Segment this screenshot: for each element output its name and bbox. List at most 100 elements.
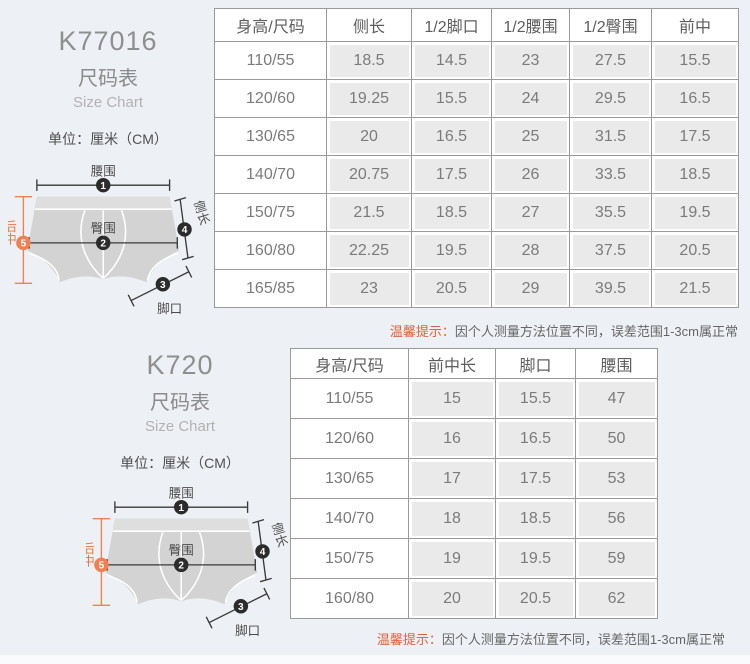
value-cell: 15.5 — [495, 378, 576, 419]
value-cell: 19.25 — [326, 79, 412, 118]
value-cell: 20.5 — [495, 578, 576, 619]
badge-3-icon — [233, 599, 249, 614]
svg-text:5: 5 — [99, 561, 105, 572]
product-code: K77016 — [58, 26, 158, 56]
value-cell: 20.5 — [411, 269, 492, 308]
value-cell: 62 — [575, 578, 658, 619]
svg-text:2: 2 — [178, 561, 184, 572]
col-header: 身高/尺码 — [214, 8, 327, 42]
badge-2-icon — [96, 235, 111, 251]
value-cell: 39.5 — [569, 269, 652, 308]
badge-5-icon — [16, 235, 31, 251]
table-row: 120/60 19.25 15.5 24 29.5 16.5 — [214, 79, 739, 118]
warm-tip: 温馨提示：因个人测量方法位置不同，误差范围1-3cm属正常 — [377, 629, 725, 648]
value-cell: 26 — [491, 155, 570, 194]
badge-4-icon — [255, 544, 270, 559]
footer-strip — [0, 655, 750, 664]
warm-tip-text: 因个人测量方法位置不同，误差范围1-3cm属正常 — [454, 324, 738, 339]
hip-label: 臀围 — [91, 221, 116, 235]
table-row: 130/65 17 17.5 53 — [290, 458, 658, 499]
size-cell: 150/75 — [290, 538, 409, 579]
value-cell: 17.5 — [495, 458, 576, 499]
back-center-label: 后中 — [86, 542, 94, 567]
value-cell: 17.5 — [411, 155, 492, 194]
value-cell: 18.5 — [411, 193, 492, 232]
section1-title-block: K77016 尺码表 Size Chart 单位：厘米（CM） — [18, 26, 198, 149]
waist-label: 腰围 — [91, 165, 116, 179]
svg-text:1: 1 — [178, 503, 184, 514]
warm-tip-text: 因个人测量方法位置不同，误差范围1-3cm属正常 — [441, 632, 725, 647]
table-header-row: 身高/尺码 侧长 1/2脚口 1/2腰围 1/2臀围 前中 — [214, 8, 739, 42]
value-cell: 27 — [491, 193, 570, 232]
svg-text:3: 3 — [160, 280, 166, 291]
waistband — [112, 518, 250, 532]
badge-5-icon — [94, 557, 109, 573]
value-cell: 22.25 — [326, 231, 412, 270]
waistband — [34, 196, 172, 210]
svg-text:3: 3 — [238, 602, 244, 613]
size-cell: 130/65 — [290, 458, 409, 499]
value-cell: 18 — [408, 498, 496, 539]
garment-measure-diagram: 腰围 1 臀围 2 3 脚口 4 侧长 5 后中 — [8, 165, 210, 316]
value-cell: 24 — [491, 79, 570, 118]
col-header: 侧长 — [326, 8, 412, 42]
value-cell: 15 — [408, 378, 496, 419]
size-cell: 165/85 — [214, 269, 327, 308]
size-cell: 130/65 — [214, 117, 327, 156]
section2-title-block: K720 尺码表 Size Chart 单位：厘米（CM） — [85, 350, 275, 473]
unit-label: 单位：厘米（CM） — [48, 131, 168, 147]
value-cell: 35.5 — [569, 193, 652, 232]
table-row: 140/70 20.75 17.5 26 33.5 18.5 — [214, 155, 739, 194]
leg-opening-label: 脚口 — [157, 301, 182, 316]
value-cell: 18.5 — [326, 41, 412, 80]
value-cell: 27.5 — [569, 41, 652, 80]
size-cell: 140/70 — [290, 498, 409, 539]
value-cell: 17 — [408, 458, 496, 499]
badge-2-icon — [174, 557, 189, 573]
back-center-label: 后中 — [8, 220, 16, 245]
table-row: 160/80 22.25 19.5 28 37.5 20.5 — [214, 231, 739, 270]
warm-tip-label: 温馨提示： — [376, 632, 442, 647]
product-code: K720 — [146, 350, 214, 380]
value-cell: 17.5 — [651, 117, 739, 156]
value-cell: 16.5 — [495, 418, 576, 459]
svg-text:5: 5 — [21, 239, 27, 250]
table-row: 110/55 15 15.5 47 — [290, 378, 658, 419]
warm-tip-label: 温馨提示： — [389, 324, 455, 339]
col-header: 前中长 — [408, 348, 496, 379]
size-table-k77016: 身高/尺码 侧长 1/2脚口 1/2腰围 1/2臀围 前中 110/55 18.5… — [214, 8, 739, 308]
side-length-label: 侧长 — [191, 199, 210, 227]
value-cell: 20 — [326, 117, 412, 156]
col-header: 脚口 — [495, 348, 576, 379]
waist-label: 腰围 — [169, 487, 194, 501]
value-cell: 21.5 — [651, 269, 739, 308]
value-cell: 28 — [491, 231, 570, 270]
value-cell: 19 — [408, 538, 496, 579]
value-cell: 16.5 — [651, 79, 739, 118]
value-cell: 56 — [575, 498, 658, 539]
size-cell: 110/55 — [214, 41, 327, 80]
value-cell: 23 — [326, 269, 412, 308]
value-cell: 15.5 — [651, 41, 739, 80]
col-header: 身高/尺码 — [290, 348, 409, 379]
value-cell: 19.5 — [495, 538, 576, 579]
hip-label: 臀围 — [169, 543, 194, 557]
table-row: 160/80 20 20.5 62 — [290, 578, 658, 619]
value-cell: 29 — [491, 269, 570, 308]
value-cell: 25 — [491, 117, 570, 156]
size-cell: 160/80 — [214, 231, 327, 270]
side-length-label: 侧长 — [269, 521, 288, 549]
table-row: 150/75 21.5 18.5 27 35.5 19.5 — [214, 193, 739, 232]
col-header: 腰围 — [575, 348, 658, 379]
value-cell: 59 — [575, 538, 658, 579]
value-cell: 19.5 — [411, 231, 492, 270]
value-cell: 47 — [575, 378, 658, 419]
table-row: 150/75 19 19.5 59 — [290, 538, 658, 579]
table-row: 140/70 18 18.5 56 — [290, 498, 658, 539]
table-row: 120/60 16 16.5 50 — [290, 418, 658, 459]
size-chart-title-cn: 尺码表 — [78, 68, 138, 90]
size-cell: 120/60 — [214, 79, 327, 118]
value-cell: 16 — [408, 418, 496, 459]
size-cell: 160/80 — [290, 578, 409, 619]
